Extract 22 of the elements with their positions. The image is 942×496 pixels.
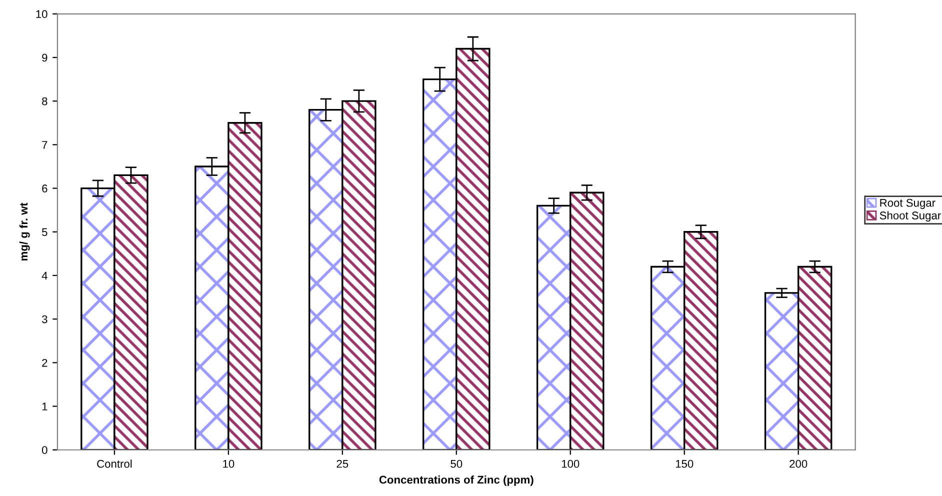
y-tick-label: 0 — [42, 446, 48, 454]
x-tick-label: 100 — [562, 460, 580, 468]
x-axis-title: Concentrations of Zinc (ppm) — [379, 476, 534, 486]
y-tick-label: 7 — [42, 141, 48, 149]
legend-label: Root Sugar — [880, 198, 936, 209]
y-tick-label: 9 — [42, 54, 48, 62]
y-tick-label: 1 — [42, 402, 48, 410]
y-axis-title: mg/ g fr. wt — [19, 202, 30, 260]
legend-label: Shoot Sugar — [880, 211, 941, 222]
x-tick-label: 50 — [450, 460, 462, 468]
x-tick-label: 150 — [676, 460, 694, 468]
x-tick-label: 200 — [790, 460, 808, 468]
x-tick-label: Control — [97, 460, 132, 468]
y-tick-label: 4 — [42, 272, 48, 280]
y-tick-label: 6 — [42, 184, 48, 192]
y-tick-label: 10 — [36, 10, 48, 18]
y-tick-label: 3 — [42, 315, 48, 324]
y-tick-label: 8 — [42, 97, 48, 106]
x-tick-label: 10 — [223, 460, 234, 468]
y-tick-label: 2 — [42, 358, 48, 367]
y-tick-label: 5 — [42, 228, 48, 236]
x-tick-label: 25 — [336, 460, 348, 468]
